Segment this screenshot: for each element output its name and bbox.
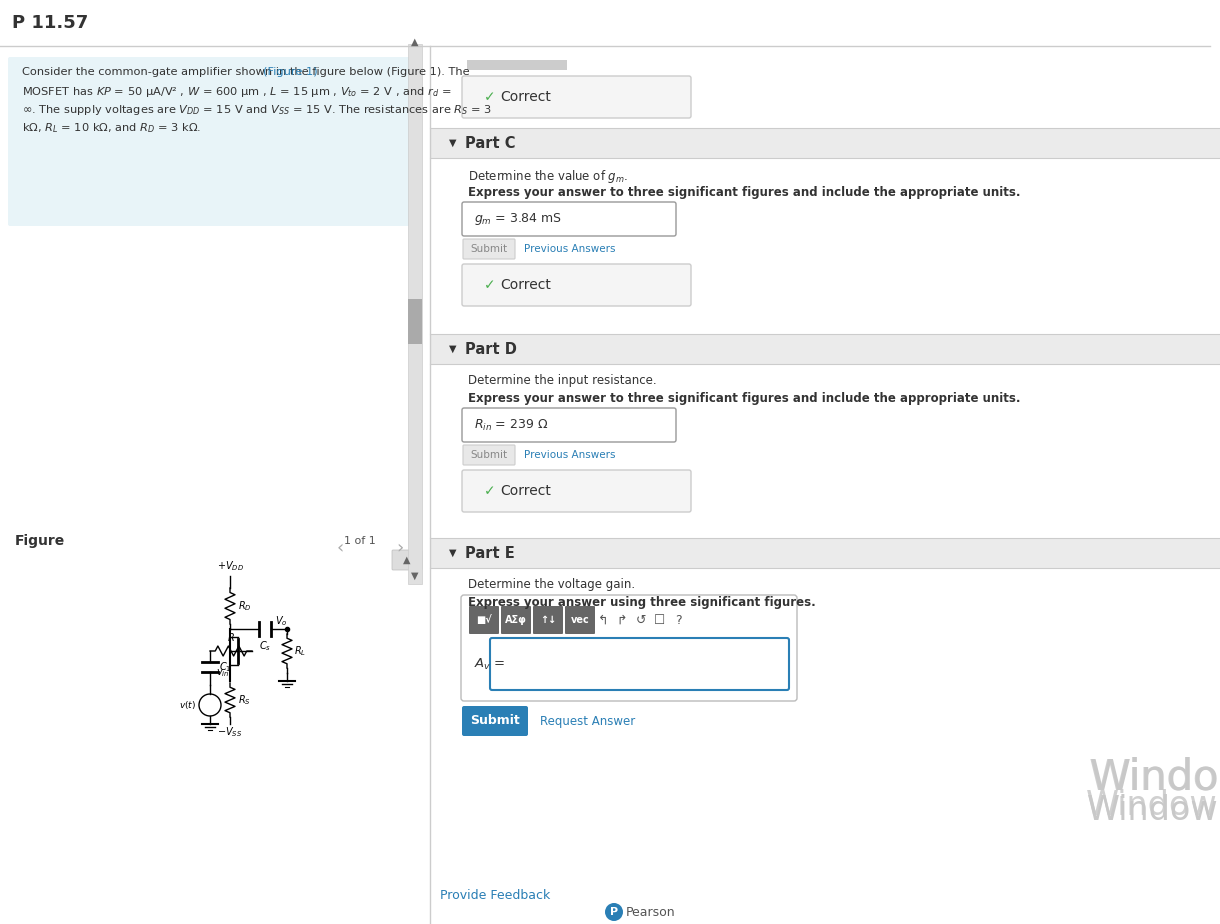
FancyBboxPatch shape <box>392 550 422 570</box>
Text: ▼: ▼ <box>411 571 418 581</box>
Text: ▲: ▲ <box>404 555 411 565</box>
Text: P: P <box>610 907 619 917</box>
Text: AΣφ: AΣφ <box>505 615 527 625</box>
Text: Correct: Correct <box>500 90 551 104</box>
Text: ›: › <box>396 539 404 557</box>
Text: Express your answer to three significant figures and include the appropriate uni: Express your answer to three significant… <box>468 186 1020 199</box>
Text: 1 of 1: 1 of 1 <box>344 536 376 546</box>
Text: Express your answer using three significant figures.: Express your answer using three signific… <box>468 596 816 609</box>
FancyBboxPatch shape <box>464 239 515 259</box>
Text: ☐: ☐ <box>654 614 666 626</box>
Text: Provide Feedback: Provide Feedback <box>440 889 550 902</box>
Text: ✓: ✓ <box>484 484 495 498</box>
Bar <box>407 44 422 584</box>
Bar <box>429 538 1220 568</box>
Text: Part E: Part E <box>465 545 515 561</box>
Bar <box>429 334 1220 364</box>
Text: ↑↓: ↑↓ <box>540 615 556 625</box>
Text: Submit: Submit <box>471 244 508 254</box>
Text: $v(t)$: $v(t)$ <box>179 699 196 711</box>
Text: Submit: Submit <box>471 450 508 460</box>
Text: Windo: Windo <box>1088 756 1218 798</box>
Text: Correct: Correct <box>500 484 551 498</box>
Bar <box>407 299 422 344</box>
Text: $R_S$: $R_S$ <box>238 693 251 707</box>
FancyBboxPatch shape <box>490 638 789 690</box>
FancyBboxPatch shape <box>462 202 676 236</box>
Text: ✓: ✓ <box>484 90 495 104</box>
Text: ‹: ‹ <box>337 539 344 557</box>
Text: ■√: ■√ <box>476 615 492 625</box>
Text: ✓: ✓ <box>484 278 495 292</box>
Text: Previous Answers: Previous Answers <box>525 450 616 460</box>
Text: Determine the value of $g_m$.: Determine the value of $g_m$. <box>468 168 628 185</box>
FancyBboxPatch shape <box>462 264 691 306</box>
Text: $V_o$: $V_o$ <box>274 614 288 628</box>
Text: $R_L$: $R_L$ <box>294 644 306 658</box>
Text: Part C: Part C <box>465 136 516 151</box>
Text: $C_1$: $C_1$ <box>220 660 232 674</box>
FancyBboxPatch shape <box>462 706 528 736</box>
Text: Figure: Figure <box>15 534 65 548</box>
Text: Request Answer: Request Answer <box>540 714 636 727</box>
Text: ↺: ↺ <box>636 614 647 626</box>
Text: ∞. The supply voltages are $V_{DD}$ = 15 V and $V_{SS}$ = 15 V. The resistances : ∞. The supply voltages are $V_{DD}$ = 15… <box>22 103 492 117</box>
FancyBboxPatch shape <box>533 606 562 634</box>
FancyBboxPatch shape <box>467 60 567 70</box>
Text: kΩ, $R_L$ = 10 kΩ, and $R_D$ = 3 kΩ.: kΩ, $R_L$ = 10 kΩ, and $R_D$ = 3 kΩ. <box>22 121 201 135</box>
Text: Pearson: Pearson <box>626 906 676 918</box>
Text: P 11.57: P 11.57 <box>12 14 88 32</box>
Text: (Figure 1): (Figure 1) <box>264 67 317 77</box>
Text: vec: vec <box>571 615 589 625</box>
Text: Express your answer to three significant figures and include the appropriate uni: Express your answer to three significant… <box>468 392 1020 405</box>
Text: Correct: Correct <box>500 278 551 292</box>
Text: Windo: Windo <box>1089 756 1219 798</box>
Text: +$V_{DD}$: +$V_{DD}$ <box>216 559 244 573</box>
Text: ▼: ▼ <box>449 138 456 148</box>
Text: $R_{in}$ = 239 Ω: $R_{in}$ = 239 Ω <box>475 418 548 432</box>
Text: $v_{in}$: $v_{in}$ <box>216 667 229 679</box>
Text: ?: ? <box>675 614 681 626</box>
Bar <box>429 128 1220 158</box>
Text: $-V_{SS}$: $-V_{SS}$ <box>217 725 243 739</box>
FancyBboxPatch shape <box>462 470 691 512</box>
Text: Determine the voltage gain.: Determine the voltage gain. <box>468 578 636 591</box>
Text: ↱: ↱ <box>617 614 627 626</box>
Text: $g_m$ = 3.84 mS: $g_m$ = 3.84 mS <box>475 211 562 227</box>
Text: Consider the common-gate amplifier shown in the figure below (Figure 1). The: Consider the common-gate amplifier shown… <box>22 67 470 77</box>
Text: Window: Window <box>1086 789 1218 822</box>
Text: ▼: ▼ <box>449 548 456 558</box>
FancyBboxPatch shape <box>501 606 531 634</box>
Text: ▼: ▼ <box>449 344 456 354</box>
FancyBboxPatch shape <box>9 57 422 226</box>
Text: ▲: ▲ <box>411 37 418 47</box>
Text: Part D: Part D <box>465 342 517 357</box>
Text: Previous Answers: Previous Answers <box>525 244 616 254</box>
Text: $A_v$ =: $A_v$ = <box>475 656 505 672</box>
Text: Determine the input resistance.: Determine the input resistance. <box>468 374 656 387</box>
Text: Submit: Submit <box>470 714 520 727</box>
Text: $C_s$: $C_s$ <box>259 639 271 652</box>
FancyBboxPatch shape <box>468 606 499 634</box>
FancyBboxPatch shape <box>462 76 691 118</box>
Text: MOSFET has $KP$ = 50 μA/V² , $W$ = 600 μm , $L$ = 15 μm , $V_{to}$ = 2 V , and $: MOSFET has $KP$ = 50 μA/V² , $W$ = 600 μ… <box>22 85 451 99</box>
FancyBboxPatch shape <box>461 595 797 701</box>
FancyBboxPatch shape <box>464 445 515 465</box>
Text: ↰: ↰ <box>598 614 609 626</box>
FancyBboxPatch shape <box>462 408 676 442</box>
Text: Window: Window <box>1087 794 1219 827</box>
FancyBboxPatch shape <box>565 606 595 634</box>
Text: $R$: $R$ <box>227 631 235 643</box>
Text: $R_D$: $R_D$ <box>238 599 251 613</box>
Circle shape <box>605 903 623 921</box>
